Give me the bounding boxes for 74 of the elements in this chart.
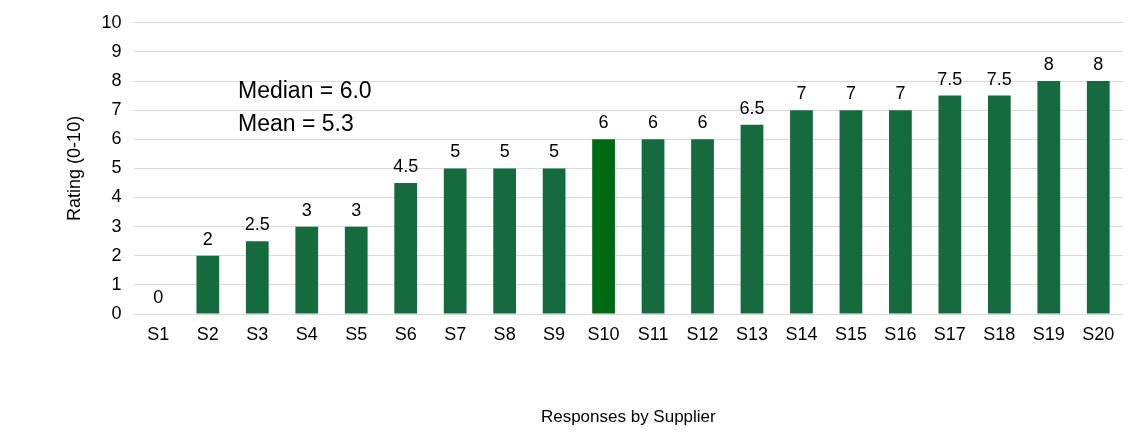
y-tick-label: 1 [111,273,122,294]
bar [740,124,764,314]
x-tick-label: S2 [196,323,219,344]
data-label: 7 [845,83,856,104]
x-tick-label: S6 [394,323,417,344]
y-tick-label: 4 [111,186,122,207]
bar [493,168,517,314]
y-tick-label: 5 [111,157,122,178]
x-tick-label: S17 [933,323,966,344]
bar [542,168,566,314]
x-tick-label: S20 [1082,323,1115,344]
data-label: 7 [796,83,807,104]
x-tick-label: S4 [295,323,318,344]
x-tick-label: S13 [735,323,768,344]
bar [245,241,269,314]
y-tick-label: 3 [111,215,122,236]
bar [889,110,912,314]
annotation: Mean = 5.3 [238,110,354,137]
bar [1086,81,1110,314]
data-label: 5 [549,141,560,162]
bar [641,139,665,314]
bar [790,110,813,314]
x-tick-label: S18 [983,323,1016,344]
data-label: 7 [895,83,906,104]
x-tick-label: S16 [884,323,917,344]
data-label: 5 [499,141,510,162]
data-label: 2 [202,228,213,249]
bar [691,139,714,314]
y-axis-title: Rating (0-10) [63,115,84,221]
data-label: 7.5 [937,68,963,89]
y-tick-label: 2 [111,244,122,265]
y-tick-label: 6 [111,128,122,149]
x-tick-label: S7 [444,323,467,344]
data-label: 3 [351,199,362,220]
data-label: 6.5 [739,97,765,118]
x-axis-title: Responses by Supplier [540,407,717,427]
data-label: 5 [450,141,461,162]
bar [987,95,1011,314]
x-tick-label: S11 [637,323,669,344]
y-tick-label: 9 [111,40,122,61]
data-label: 6 [648,112,659,133]
data-label: 4.5 [393,155,419,176]
x-tick-label: S8 [493,323,516,344]
bar [196,255,220,314]
x-tick-label: S5 [345,323,368,344]
bar [443,168,467,314]
x-tick-label: S9 [543,323,566,344]
data-label: 8 [1043,54,1054,75]
x-tick-label: S19 [1032,323,1065,344]
y-tick-label: 8 [111,70,122,91]
bar [592,139,615,314]
bar [394,182,418,314]
x-tick-label: S3 [246,323,269,344]
y-tick-label: 0 [111,302,122,323]
x-tick-label: S15 [834,323,867,344]
bar [938,95,962,314]
bar [295,226,319,314]
x-tick-label: S1 [147,323,170,344]
annotation: Median = 6.0 [238,77,372,104]
data-label: 2.5 [244,214,270,235]
data-label: 7.5 [986,68,1012,89]
y-tick-label: 10 [101,11,122,32]
data-label: 8 [1093,54,1104,75]
x-tick-label: S10 [587,323,620,344]
data-label: 3 [301,199,312,220]
x-tick-label: S12 [686,323,719,344]
x-tick-label: S14 [785,323,818,344]
bar [1037,81,1061,314]
y-tick-label: 7 [111,99,122,120]
data-label: 6 [697,112,708,133]
bar [839,110,863,314]
data-label: 0 [153,286,164,307]
bar [344,226,368,314]
data-label: 6 [598,112,609,133]
